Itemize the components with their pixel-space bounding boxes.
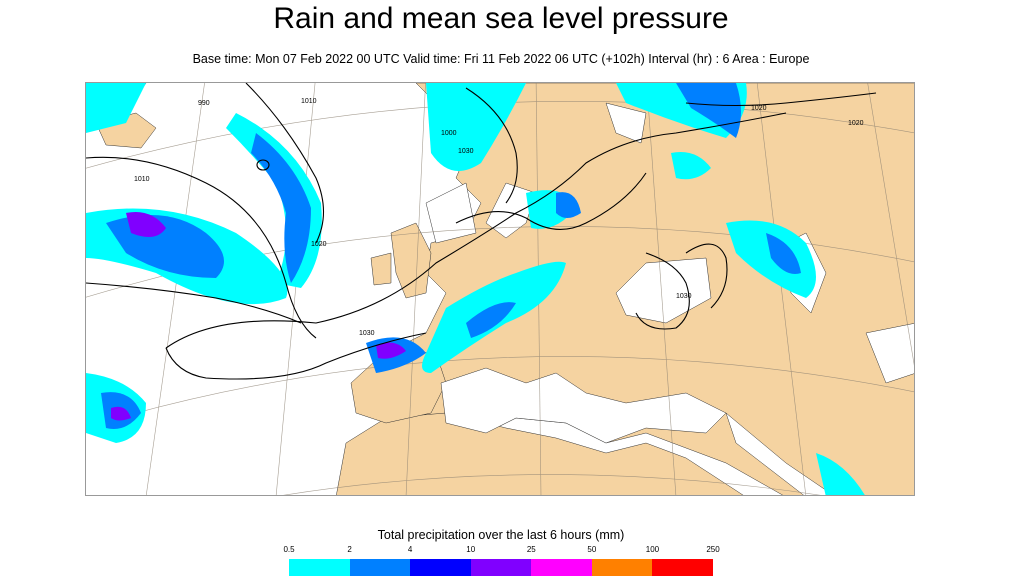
isobar-labels: 1010 1020 1030 990 1000 1010 1020 1020 1… [134, 98, 864, 337]
precip-cyan [816, 453, 865, 495]
chart-subtitle: Base time: Mon 07 Feb 2022 00 UTC Valid … [192, 52, 810, 66]
legend-swatch [531, 559, 592, 576]
sea-red [725, 412, 834, 495]
precip-blue [766, 233, 801, 274]
isobar-label: 1030 [676, 293, 692, 300]
precip-blue [556, 192, 581, 218]
legend-title: Total precipitation over the last 6 hour… [377, 528, 625, 542]
legend-tick-label: 50 [587, 545, 597, 554]
precipitation-layer [86, 83, 865, 495]
sea-north [425, 182, 477, 244]
legend-tick-label: 0.5 [283, 545, 295, 554]
land-ireland [370, 252, 392, 286]
map-canvas: 1010 1020 1030 990 1000 1010 1020 1020 1… [86, 83, 914, 495]
sea-mediterranean [440, 367, 727, 444]
legend-swatch [591, 559, 653, 576]
precip-purple [126, 212, 166, 237]
precip-cyan [671, 152, 711, 180]
legend-tick-label: 10 [466, 545, 476, 554]
legend-tick-label: 250 [706, 545, 720, 554]
isobar-line [685, 243, 728, 309]
legend-swatch [289, 559, 350, 576]
isobar-layer [86, 83, 877, 380]
legend-ticks: 0.5 2 4 10 25 50 100 250 [283, 545, 719, 557]
sea-white [605, 102, 647, 144]
legend-tick-label: 100 [645, 545, 660, 554]
precip-cyan [86, 83, 146, 133]
isobar-line [165, 332, 427, 380]
land-british-isles [390, 222, 432, 299]
precip-purple [376, 342, 406, 359]
legend-swatch [652, 559, 714, 576]
isobar-label: 1020 [311, 241, 327, 248]
legend-swatch [470, 559, 532, 576]
isobar-line [635, 252, 690, 330]
legend-swatch [349, 559, 411, 576]
isobar-line [685, 92, 877, 107]
isobar-line [86, 156, 317, 339]
isobar-line [165, 112, 787, 349]
legend-tick-label: 2 [347, 545, 352, 554]
isobar-line [245, 83, 324, 244]
legend-tick-label: 4 [407, 545, 413, 554]
land-north-africa [336, 412, 744, 495]
weather-map: 1010 1020 1030 990 1000 1010 1020 1020 1… [85, 82, 915, 496]
precip-cyan [726, 220, 816, 298]
isobar-label: 1000 [441, 130, 457, 137]
precip-blue [466, 302, 516, 338]
precip-cyan [426, 83, 526, 171]
isobar-label: 1030 [458, 148, 474, 155]
legend-color-bar [289, 559, 714, 576]
isobar-label: 1020 [848, 120, 864, 127]
sea-black-sea [615, 257, 712, 324]
chart-title: Rain and mean sea level pressure [273, 2, 729, 35]
legend-tick-label: 25 [526, 545, 536, 554]
isobar-line [455, 172, 647, 230]
legend-swatch [410, 559, 471, 576]
isobar-low-centre [256, 159, 270, 171]
isobar-line [465, 87, 518, 204]
isobar-label: 1030 [359, 330, 375, 337]
isobar-label: 1010 [301, 98, 317, 105]
precip-purple [111, 406, 131, 421]
precip-blue [251, 133, 311, 283]
sea-persian-gulf [865, 323, 914, 384]
isobar-label: 1020 [751, 105, 767, 112]
isobar-label: 1010 [134, 176, 150, 183]
isobar-label: 990 [198, 100, 210, 107]
isobar-line [86, 282, 302, 324]
